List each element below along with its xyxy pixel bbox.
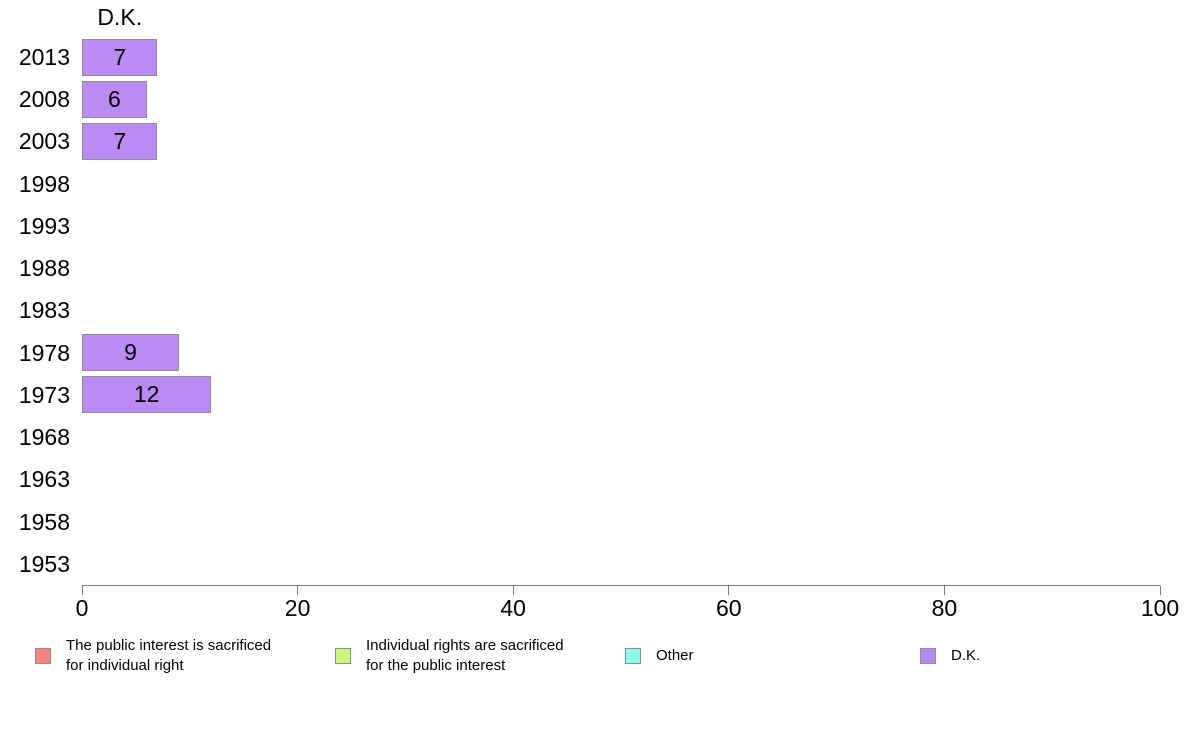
bar-value-label: 7 (113, 43, 127, 70)
x-axis-tick-label: 60 (716, 595, 742, 621)
x-axis-tick (512, 586, 514, 595)
legend-label: Individual rights are sacrificed for the … (366, 637, 564, 674)
legend-item: D.K. (920, 636, 980, 676)
x-axis-tick-label: 80 (931, 595, 958, 621)
y-axis-label: 1988 (18, 255, 70, 282)
y-axis-label: 1983 (18, 297, 70, 324)
y-axis-label: 1958 (18, 508, 70, 535)
legend-label: D.K. (951, 647, 981, 664)
legend-color-swatch (335, 648, 351, 664)
y-axis-label: 1978 (18, 339, 70, 366)
x-axis-tick-label: 20 (284, 595, 311, 621)
chart-title: D.K. (97, 4, 143, 30)
bar-value-label: 7 (113, 128, 127, 155)
y-axis-label: 2003 (18, 128, 70, 155)
bar: 7 (82, 123, 158, 161)
x-axis-tick-label: 100 (1140, 595, 1180, 621)
bar-value-label: 9 (124, 339, 137, 366)
x-axis-tick-label: 40 (500, 595, 526, 621)
legend-color-swatch (625, 648, 641, 664)
x-axis-line (82, 585, 1160, 586)
x-axis-tick (297, 586, 299, 595)
bar: 6 (82, 80, 147, 118)
legend-color-swatch (920, 648, 936, 664)
y-axis-label: 1968 (18, 424, 70, 451)
bar-value-label: 12 (133, 381, 160, 408)
y-axis-label: 1993 (18, 212, 70, 239)
x-axis-tick (943, 586, 945, 595)
y-axis-label: 1953 (18, 550, 70, 577)
legend-color-swatch (35, 648, 51, 664)
legend-item: Individual rights are sacrificed for the … (335, 636, 564, 676)
x-axis-tick (1159, 586, 1161, 595)
y-axis-label: 1963 (18, 466, 70, 493)
bar: 12 (82, 376, 212, 414)
bar: 7 (82, 38, 158, 76)
y-axis-label: 1973 (18, 381, 70, 408)
bar: 9 (82, 334, 180, 372)
x-axis-tick (728, 586, 730, 595)
legend-label: Other (656, 647, 694, 664)
legend-item: Other (625, 636, 694, 676)
bar-value-label: 6 (107, 85, 121, 112)
y-axis-label: 1998 (18, 170, 70, 197)
legend-item: The public interest is sacrificed for ind… (35, 636, 271, 676)
y-axis-label: 2008 (18, 86, 70, 113)
x-axis-tick (81, 586, 83, 595)
legend-label: The public interest is sacrificed for ind… (66, 637, 272, 674)
x-axis-tick-label: 0 (75, 595, 89, 621)
y-axis-label: 2013 (18, 44, 70, 70)
